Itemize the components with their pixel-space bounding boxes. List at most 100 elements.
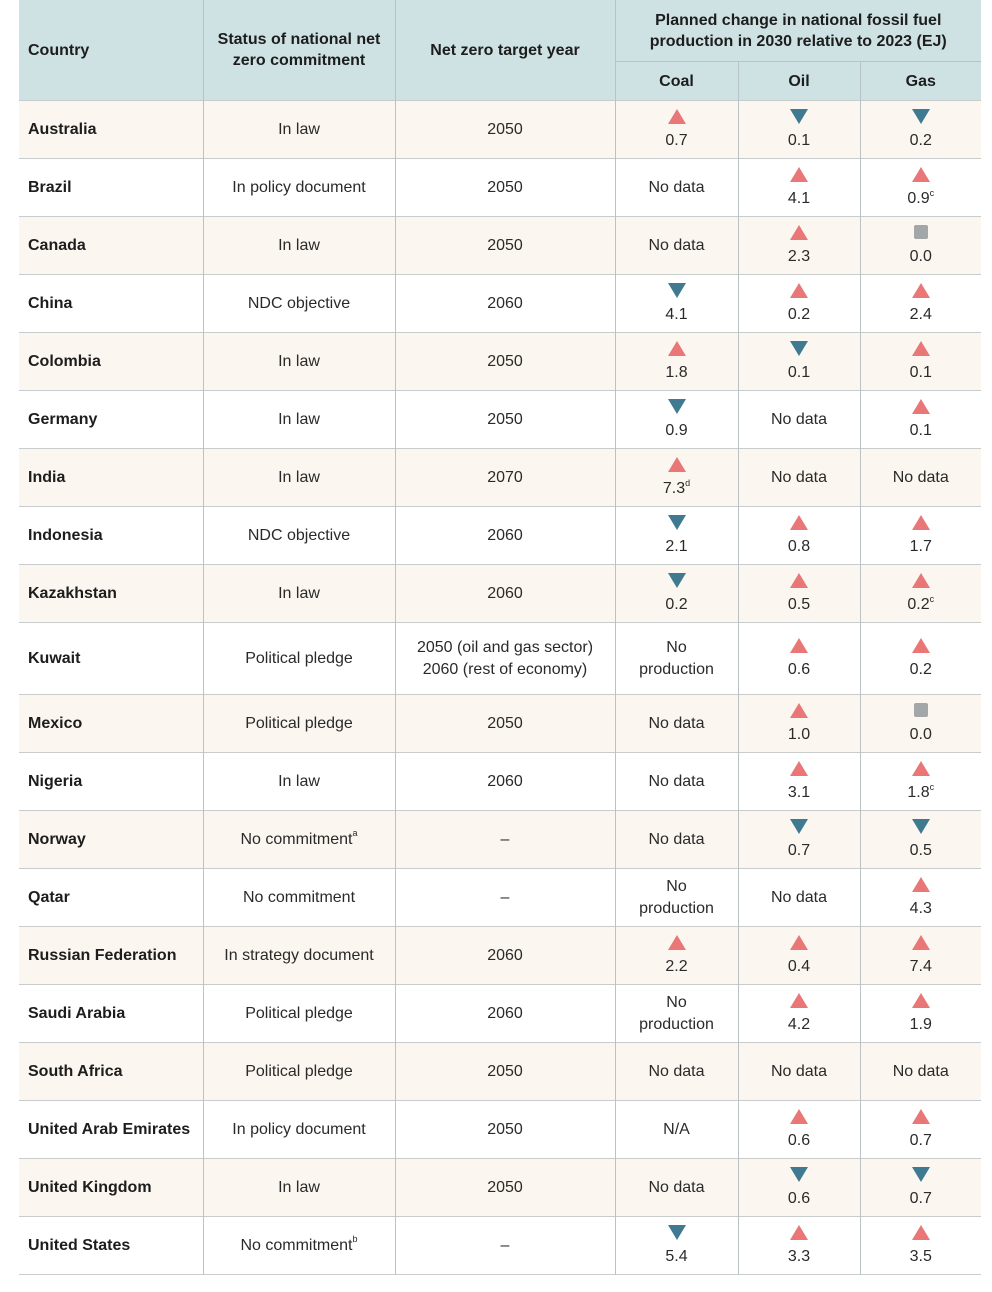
- gas-cell: 7.4: [860, 926, 982, 985]
- coal-cell: N/A: [615, 1100, 739, 1159]
- gas-value: 2.4: [909, 306, 932, 323]
- coal-cell-content: No data: [616, 1061, 738, 1083]
- coal-cell: No production: [615, 984, 739, 1043]
- coal-value-line: No data: [648, 235, 704, 257]
- coal-cell-content: No data: [616, 829, 738, 851]
- oil-value-line: 0.6: [788, 1188, 810, 1210]
- increase-triangle-icon: [911, 283, 930, 298]
- gas-value-line: 0.0: [910, 724, 932, 746]
- oil-cell-content: No data: [739, 887, 860, 909]
- decrease-triangle-icon: [790, 819, 808, 834]
- table-row: Indonesia NDC objective 2060 2.1 0.8 1.7: [19, 506, 982, 565]
- decrease-triangle-icon: [790, 1167, 808, 1182]
- gas-value-line: 0.1: [910, 362, 932, 384]
- target-year-text: –: [500, 830, 510, 848]
- country-cell: South Africa: [19, 1042, 204, 1101]
- gas-cell-content: No data: [861, 467, 982, 489]
- table-row: India In law 2070 7.3d No data No data: [19, 448, 982, 507]
- oil-value-line: 3.1: [788, 782, 810, 804]
- coal-cell-content: No data: [616, 1177, 738, 1199]
- oil-cell-content: 3.1: [739, 759, 860, 804]
- coal-cell-content: 1.8: [616, 339, 738, 384]
- table-row: Qatar No commitment – No production No data 4.…: [19, 868, 982, 927]
- gas-value: No data: [892, 1062, 949, 1080]
- target-year-text: 2050: [487, 120, 523, 138]
- status-cell: NDC objective: [203, 506, 396, 565]
- increase-triangle-icon: [911, 761, 930, 776]
- coal-cell: 5.4: [615, 1216, 739, 1275]
- gas-value: 1.9: [909, 1016, 932, 1033]
- status-text: No commitment: [240, 830, 353, 848]
- gas-value-line: 0.2: [910, 130, 932, 152]
- oil-value-line: 4.1: [788, 188, 810, 210]
- status-text: Political pledge: [245, 1004, 353, 1022]
- oil-cell: No data: [738, 448, 861, 507]
- oil-cell: 3.3: [738, 1216, 861, 1275]
- oil-cell-content: 0.5: [739, 571, 860, 616]
- target-year-cell: 2050: [395, 216, 616, 275]
- decrease-triangle-icon: [667, 515, 686, 530]
- coal-cell-content: No data: [616, 235, 738, 257]
- coal-cell-content: 2.2: [616, 933, 738, 978]
- gas-value-line: 7.4: [910, 956, 932, 978]
- coal-value: 4.1: [665, 306, 688, 323]
- target-year-text: 2060: [487, 584, 523, 602]
- increase-triangle-icon: [790, 225, 808, 240]
- coal-cell-content: No data: [616, 177, 738, 199]
- status-text: In policy document: [232, 1120, 366, 1138]
- target-year-cell: 2060: [395, 984, 616, 1043]
- coal-value: 0.7: [665, 132, 688, 149]
- target-year-cell: 2060: [395, 274, 616, 333]
- coal-value-line: No data: [648, 713, 704, 735]
- gas-cell: No data: [860, 1042, 982, 1101]
- oil-cell-content: 4.2: [739, 991, 860, 1036]
- target-year-cell: 2050: [395, 100, 616, 159]
- oil-cell-content: No data: [739, 1061, 860, 1083]
- oil-value: 0.1: [787, 364, 811, 381]
- table-row: Australia In law 2050 0.7 0.1 0.2: [19, 100, 982, 159]
- coal-cell: 2.1: [615, 506, 739, 565]
- coal-cell: 7.3d: [615, 448, 739, 507]
- coal-cell-content: No production: [616, 992, 738, 1036]
- coal-value: 2.1: [665, 538, 688, 555]
- target-year-text: 2050: [487, 1120, 523, 1138]
- increase-triangle-icon: [911, 341, 930, 356]
- target-year-text: 2060: [487, 946, 523, 964]
- oil-cell: 0.6: [738, 1100, 861, 1159]
- coal-value: 0.2: [665, 596, 688, 613]
- table-row: Colombia In law 2050 1.8 0.1 0.1: [19, 332, 982, 391]
- oil-cell-content: 0.6: [739, 1107, 860, 1152]
- gas-cell: 0.7: [860, 1101, 981, 1159]
- oil-cell: 0.5: [738, 564, 861, 623]
- coal-value-line: 1.8: [665, 362, 687, 384]
- status-cell: Political pledge: [203, 694, 396, 753]
- status-cell: In policy document: [203, 1100, 396, 1159]
- target-year-text: 2050 (oil and gas sector): [416, 638, 594, 656]
- gas-value-line: 2.4: [910, 304, 932, 326]
- header-country: Country: [19, 0, 204, 101]
- oil-value: No data: [770, 468, 828, 486]
- oil-value-line: 0.1: [788, 130, 810, 152]
- target-year-text: –: [500, 888, 510, 906]
- table-row: Germany In law 2050 0.9 No data 0.1: [19, 390, 982, 449]
- coal-value-line: 4.1: [665, 304, 687, 326]
- no-change-square-icon: [913, 225, 928, 239]
- gas-cell: 0.9c: [860, 159, 981, 217]
- coal-value-line-2: production: [639, 899, 714, 917]
- oil-value-line: 3.3: [788, 1246, 810, 1268]
- target-year-text: 2060: [487, 1004, 523, 1022]
- increase-triangle-icon: [911, 877, 930, 892]
- status-cell: Political pledge: [203, 622, 396, 695]
- country-cell: Qatar: [19, 868, 204, 927]
- gas-cell-content: 1.7: [861, 513, 982, 558]
- oil-cell-content: 0.4: [739, 933, 860, 978]
- status-cell: No commitmentb: [203, 1216, 396, 1275]
- coal-cell: No production: [615, 868, 739, 927]
- gas-value: 0.9: [907, 190, 930, 207]
- coal-cell: No data: [615, 752, 739, 811]
- target-year-cell: 2060: [395, 752, 616, 811]
- coal-cell: No data: [615, 158, 739, 217]
- country-cell: Norway: [19, 810, 204, 869]
- coal-value-line: 0.9: [665, 420, 687, 442]
- country-cell: India: [19, 448, 204, 507]
